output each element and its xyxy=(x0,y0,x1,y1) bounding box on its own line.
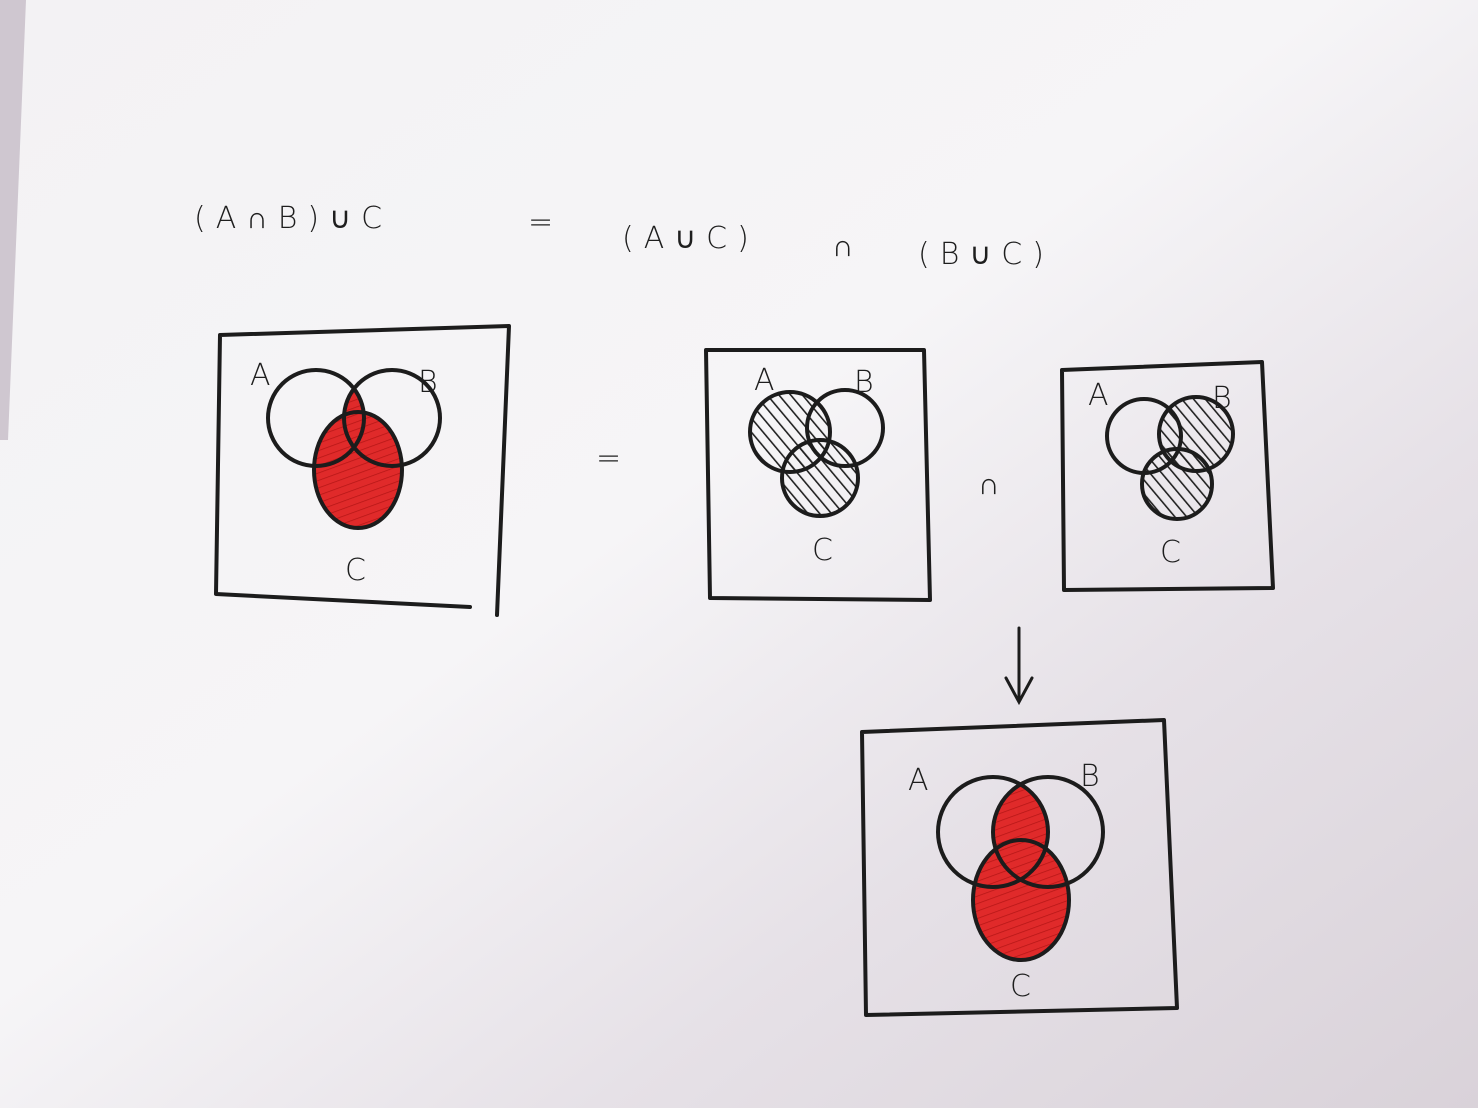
set-c-fill xyxy=(973,840,1069,960)
label-a: A xyxy=(754,363,775,398)
venn-frame xyxy=(1060,360,1275,592)
venn-frame xyxy=(704,348,932,602)
label-c: C xyxy=(345,553,366,588)
set-b-circle xyxy=(1157,395,1235,473)
set-a-circle xyxy=(748,390,832,474)
label-a: A xyxy=(250,358,271,393)
label-b: B xyxy=(1080,759,1100,794)
set-b-circle xyxy=(805,388,885,468)
set-c-fill xyxy=(314,412,402,528)
venn-diagram-a-union-c: A B C xyxy=(704,348,932,602)
label-a: A xyxy=(908,763,929,798)
label-c: C xyxy=(1160,535,1181,570)
set-c-circle xyxy=(780,438,860,518)
a-and-b-fill xyxy=(993,777,1048,887)
paper-edge-shadow xyxy=(0,0,26,440)
equation-left: (A∩B)∪C xyxy=(194,201,392,236)
venn-frame xyxy=(214,324,511,617)
equation-equals: = xyxy=(528,205,553,240)
equation-intersect: ∩ xyxy=(832,229,854,264)
equation-right-2: (B∪C) xyxy=(918,237,1054,272)
label-c: C xyxy=(1010,969,1031,1004)
label-a: A xyxy=(1088,378,1109,413)
operator-intersect: ∩ xyxy=(978,467,1000,502)
venn-diagram-b-union-c: A B C xyxy=(1060,360,1275,592)
set-b-circle xyxy=(991,775,1105,889)
venn-frame xyxy=(860,718,1179,1017)
label-c: C xyxy=(812,533,833,568)
set-c-circle xyxy=(971,838,1071,962)
equation: (A∩B)∪C = (A∪C) ∩ (B∪C) xyxy=(194,201,1054,272)
equation-right-1: (A∪C) xyxy=(622,221,759,256)
set-a-circle xyxy=(936,775,1050,889)
label-b: B xyxy=(854,365,874,400)
arrow-down-icon xyxy=(1004,626,1034,706)
set-c-circle xyxy=(312,410,404,530)
venn-diagram-result: A B C xyxy=(860,718,1179,1017)
venn-diagram-left: A B C xyxy=(214,324,511,617)
set-c-circle xyxy=(1140,447,1214,521)
label-b: B xyxy=(418,365,438,400)
operator-equals: = xyxy=(596,441,621,476)
set-c-hatch xyxy=(1142,449,1212,519)
label-b: B xyxy=(1212,381,1232,416)
set-c-hatch xyxy=(782,440,858,516)
set-b-circle xyxy=(342,368,442,468)
